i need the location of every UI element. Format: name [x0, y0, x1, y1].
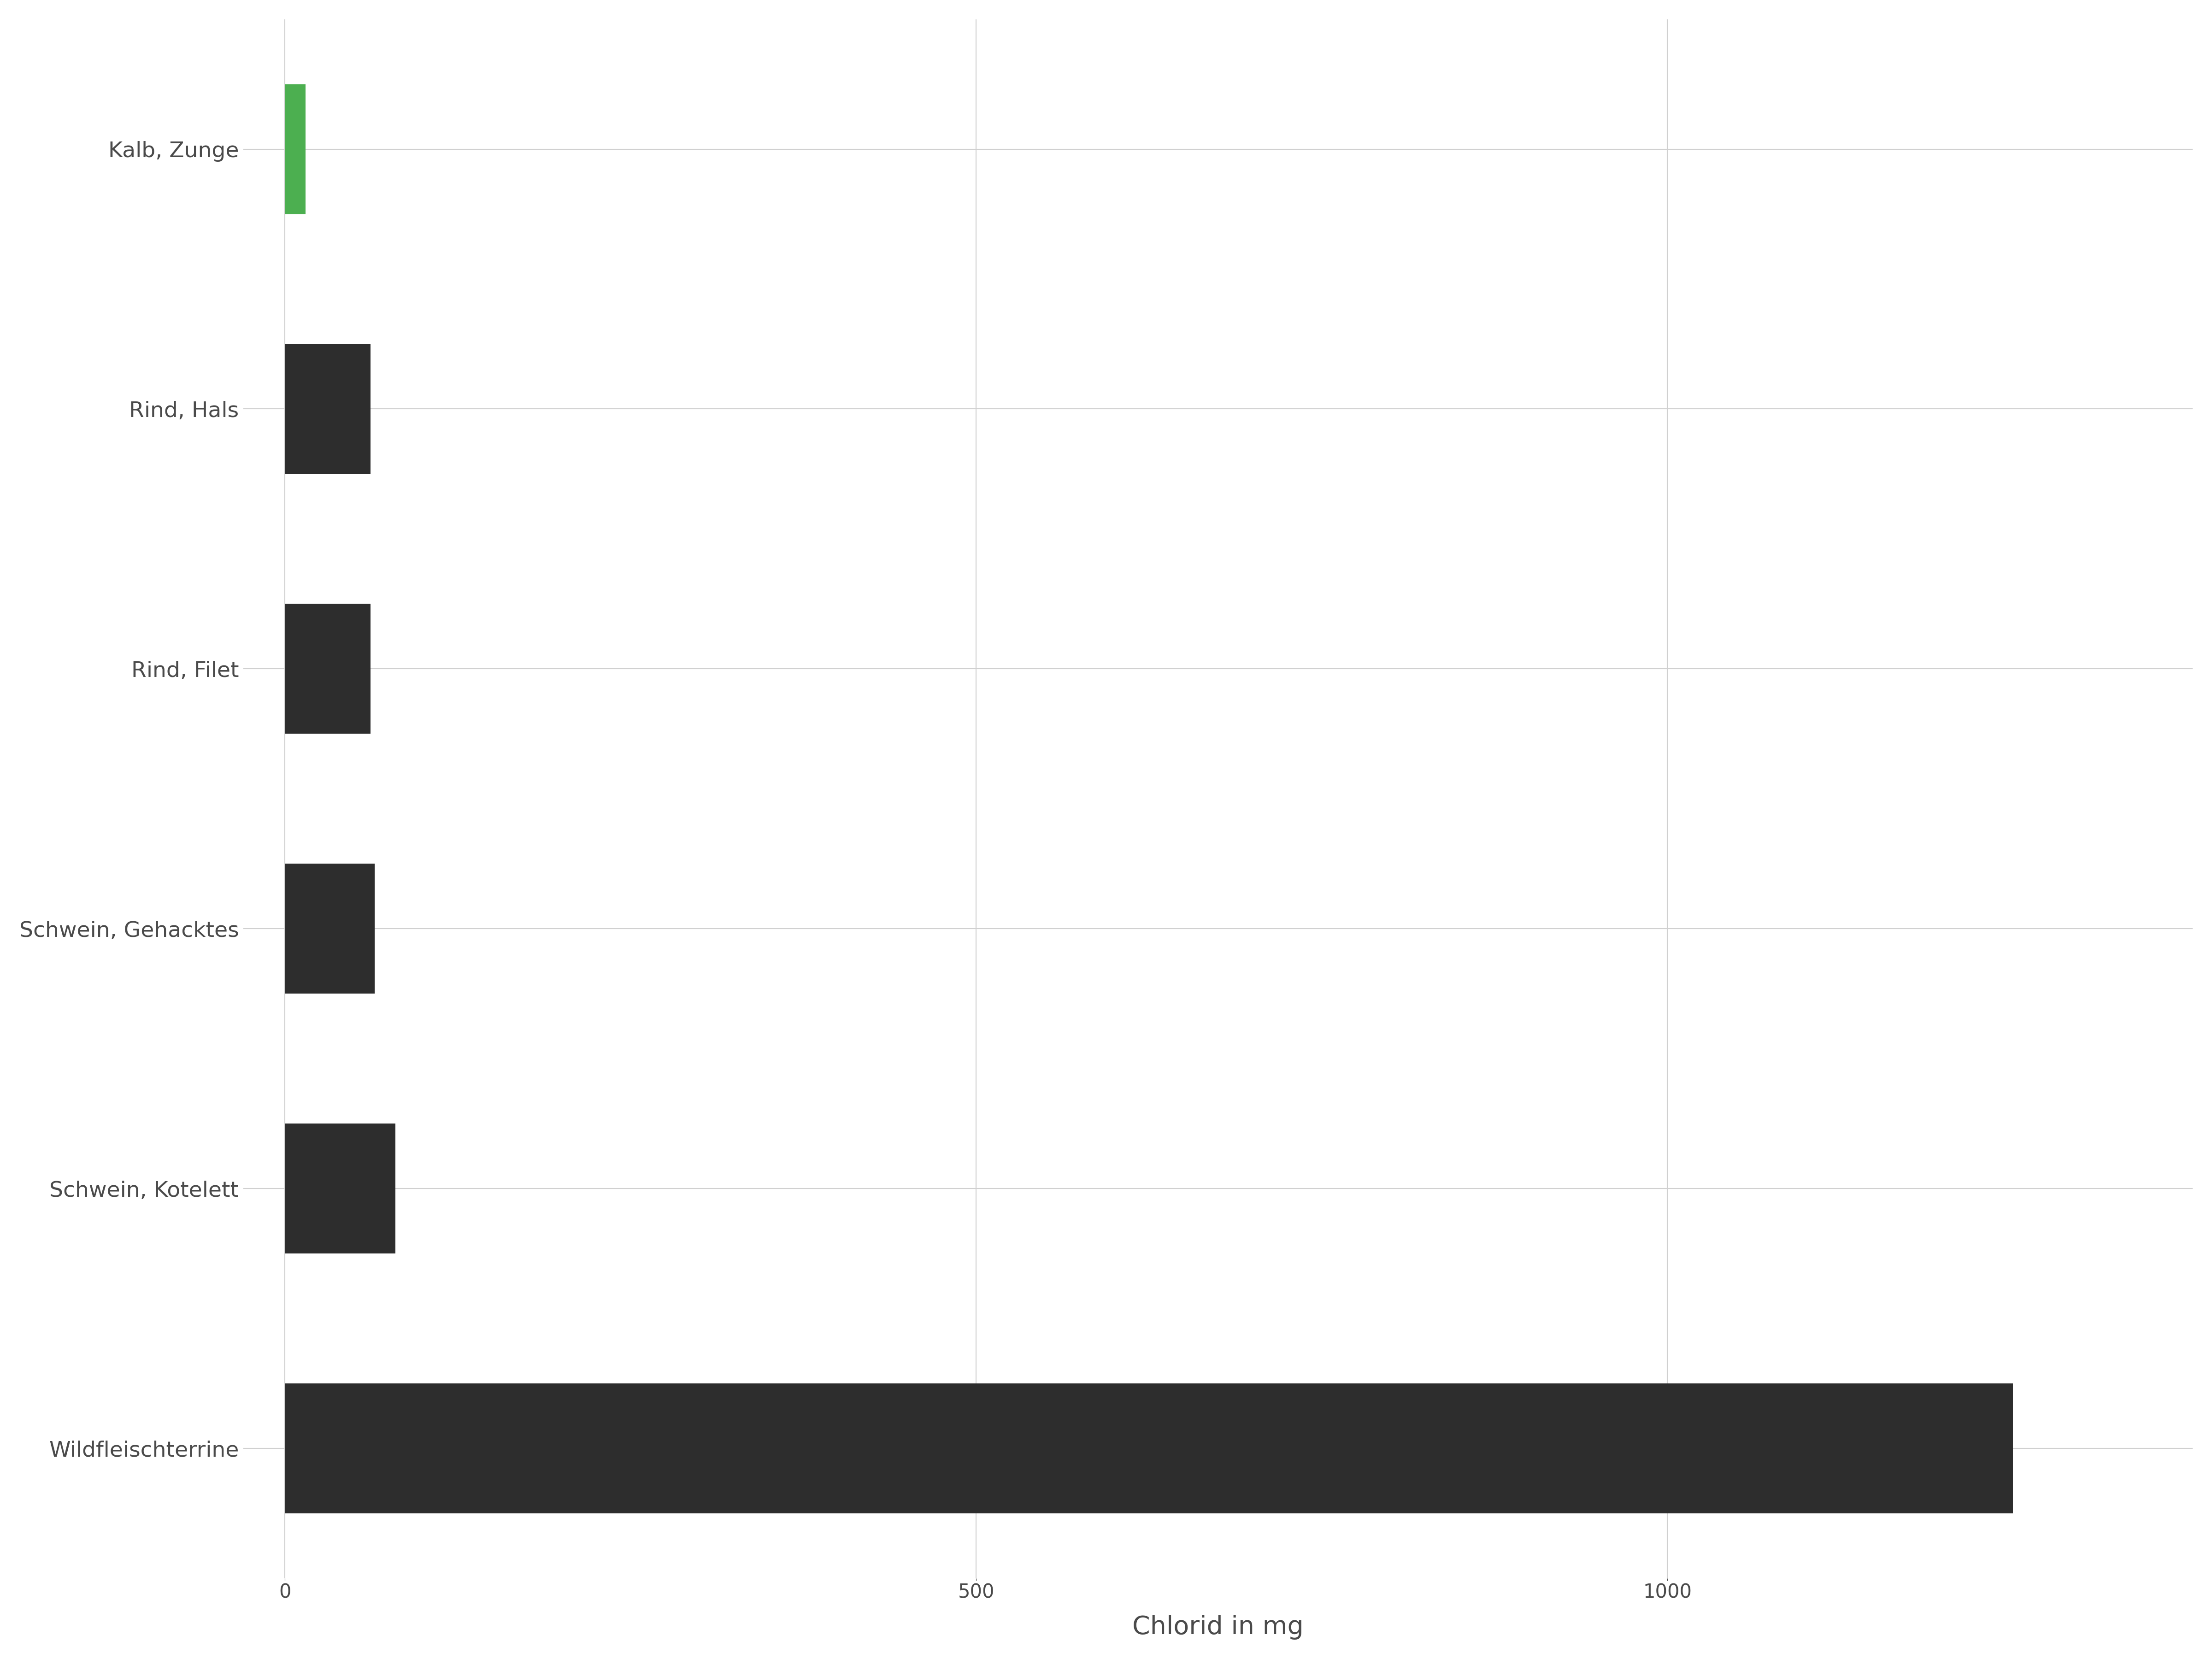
Bar	[285, 343, 372, 474]
X-axis label: Chlorid in mg: Chlorid in mg	[1133, 1614, 1303, 1639]
Bar	[285, 85, 305, 214]
Bar	[285, 1123, 396, 1254]
Bar	[285, 864, 374, 994]
Bar	[285, 1384, 2013, 1513]
Bar	[285, 604, 372, 733]
